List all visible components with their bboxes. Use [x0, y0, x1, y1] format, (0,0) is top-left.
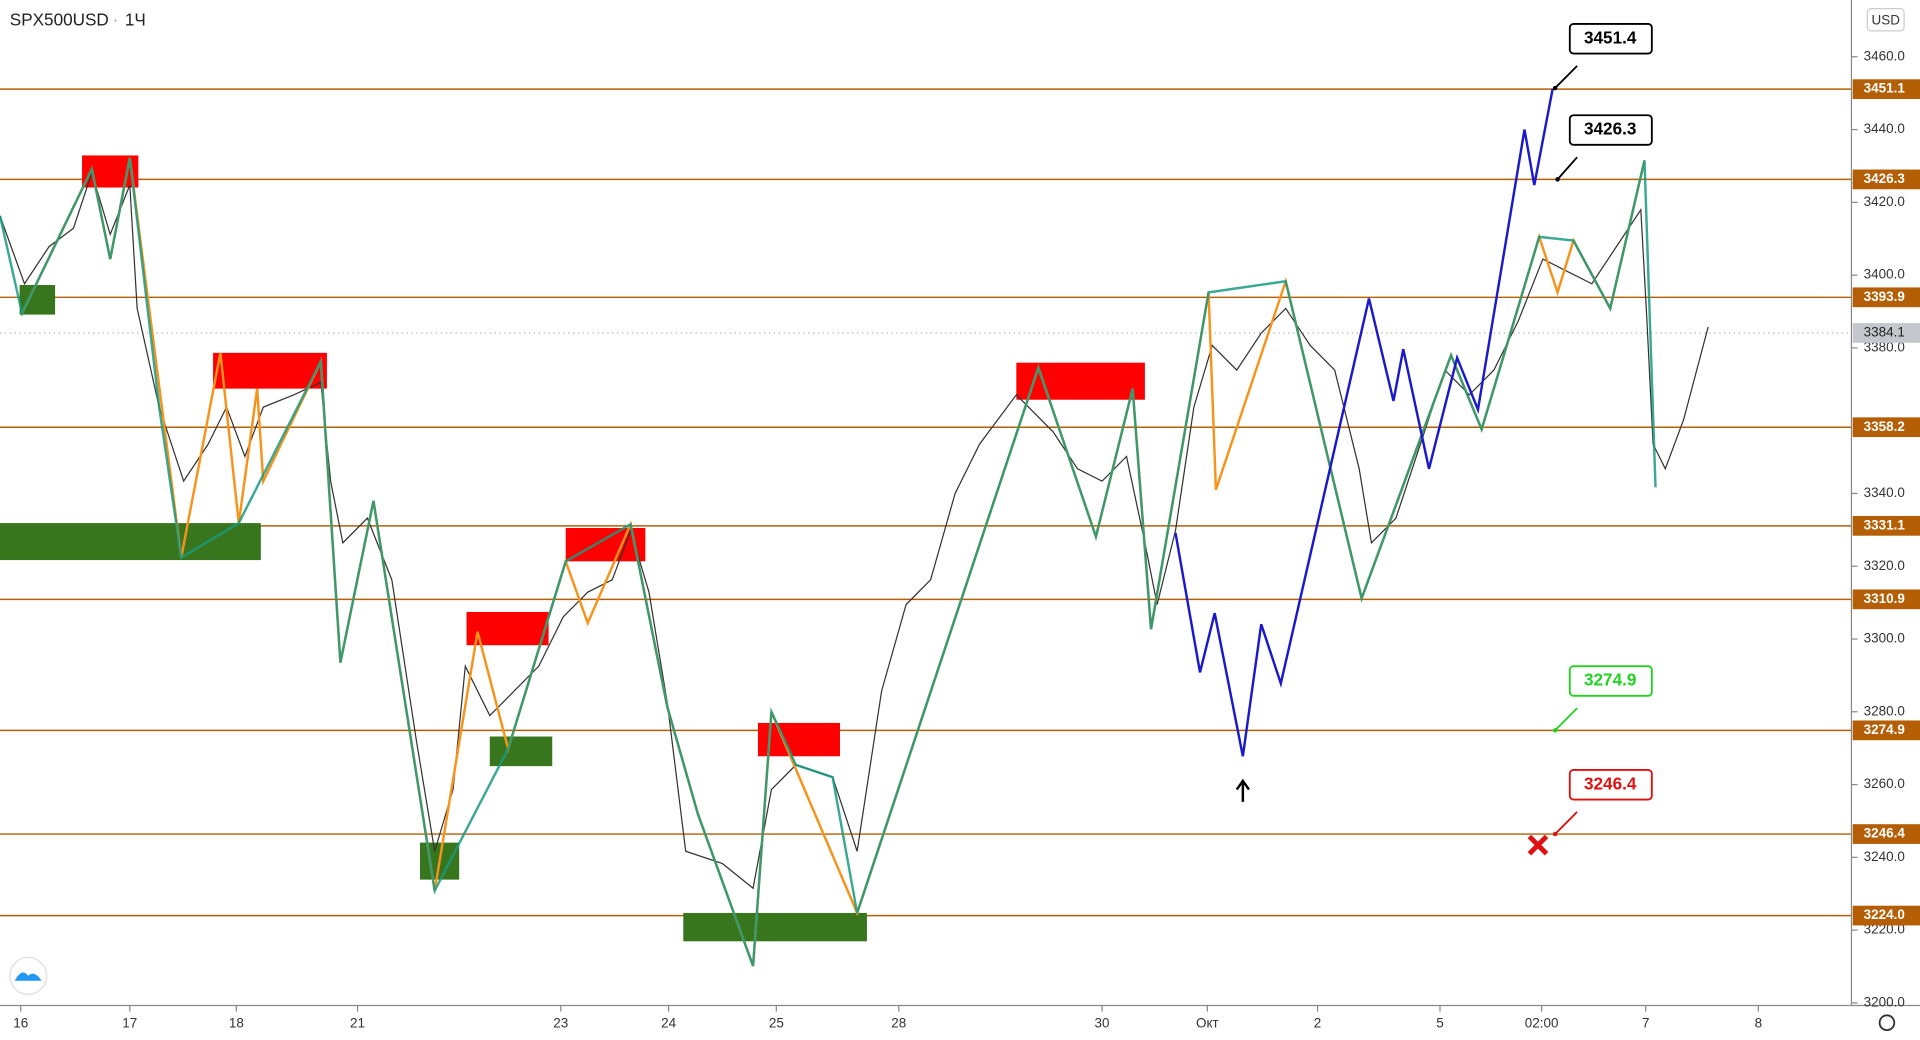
- interval[interactable]: 1Ч: [125, 9, 146, 29]
- zone: [683, 912, 867, 942]
- cross-mark: [1527, 834, 1549, 856]
- y-tick-label: 3440.0: [1864, 121, 1905, 136]
- x-tick-label: 7: [1642, 1016, 1650, 1031]
- current-price-box: [1852, 323, 1920, 343]
- callout-anchor: [1552, 831, 1558, 837]
- x-tick-label: 16: [13, 1016, 28, 1031]
- separator: ·: [113, 9, 119, 29]
- level-label-box: [1852, 417, 1920, 438]
- callout-pointer: [1554, 811, 1578, 835]
- callout-box: [1568, 665, 1653, 697]
- level-label-box: [1852, 515, 1920, 536]
- y-axis: 3200.03220.03240.03260.03280.03300.03320…: [1851, 48, 1920, 1010]
- level-label: 3224.0: [1864, 907, 1905, 922]
- supply-zones: [82, 155, 1145, 757]
- arrow-up: [1235, 778, 1250, 802]
- level-label-box: [1852, 720, 1920, 741]
- x-tick-label: 17: [122, 1016, 137, 1031]
- level-label: 3310.9: [1864, 591, 1906, 606]
- y-tick-label: 3380.0: [1864, 339, 1905, 354]
- y-tick-label: 3300.0: [1864, 631, 1905, 646]
- y-tick-label: 3240.0: [1864, 849, 1905, 864]
- y-tick-label: 3280.0: [1864, 703, 1905, 718]
- x-tick-label: 02:00: [1525, 1016, 1559, 1031]
- y-tick-label: 3460.0: [1864, 48, 1905, 63]
- x-axis: 16 17 18 21 23 24 25 28 30 Окт 2 5 02:00 7 8: [13, 1005, 1763, 1031]
- zone: [19, 284, 56, 315]
- logo-shape: [14, 972, 42, 981]
- projection-path: [1174, 88, 1554, 757]
- x-tick-label: 2: [1314, 1016, 1322, 1031]
- level-label: 3274.9: [1864, 722, 1906, 737]
- y-tick-label: 3340.0: [1864, 485, 1905, 500]
- settings-icon[interactable]: [1878, 1014, 1896, 1032]
- x-tick-label: 5: [1436, 1016, 1444, 1031]
- x-tick-label: 25: [769, 1016, 784, 1031]
- y-tick-label: 3200.0: [1864, 994, 1905, 1009]
- level-label-box: [1852, 589, 1920, 610]
- callout-label: 3246.4: [1584, 773, 1637, 793]
- zone: [489, 736, 553, 767]
- level-label-box: [1852, 905, 1920, 926]
- x-tick-label: 28: [891, 1016, 906, 1031]
- zone: [1016, 362, 1145, 400]
- level-label: 3358.2: [1864, 419, 1905, 434]
- zones: [0, 155, 1145, 942]
- currency-button[interactable]: [1866, 8, 1905, 32]
- levels: [0, 88, 1852, 917]
- zone: [757, 722, 840, 757]
- callouts: 3451.4 3426.3 3274.9 3246.4: [1552, 22, 1653, 837]
- y-tick-label: 3320.0: [1864, 558, 1905, 573]
- level-label-box: [1852, 287, 1920, 308]
- callout-box: [1568, 114, 1653, 146]
- callout-anchor: [1552, 728, 1558, 733]
- demand-zones: [0, 284, 867, 942]
- callout-box: [1568, 768, 1653, 801]
- callout-box: [1568, 22, 1653, 55]
- x-tick-label: 21: [350, 1016, 365, 1031]
- symbol: SPX500USD: [10, 9, 109, 29]
- y-tick-label: 3400.0: [1864, 267, 1905, 282]
- zigzag-teal: [0, 157, 1657, 967]
- callout-pointer: [1556, 156, 1578, 181]
- x-tick-label: Окт: [1196, 1016, 1219, 1031]
- current-price-label: 3384.1: [1864, 325, 1905, 340]
- zone: [213, 352, 327, 389]
- callout-anchor: [1555, 177, 1560, 182]
- level-label: 3426.3: [1864, 171, 1906, 186]
- callout-label: 3274.9: [1584, 670, 1636, 690]
- y-tick-label: 3420.0: [1864, 194, 1905, 209]
- level-label-box: [1852, 824, 1920, 844]
- level-label: 3451.1: [1864, 81, 1906, 96]
- level-label: 3393.9: [1864, 289, 1906, 304]
- price-line: [0, 170, 1709, 890]
- callout-label: 3451.4: [1584, 27, 1637, 47]
- y-tick-label: 3260.0: [1864, 776, 1905, 791]
- level-label: 3331.1: [1864, 517, 1906, 532]
- currency[interactable]: USD: [1871, 13, 1900, 28]
- level-label-box: [1852, 79, 1920, 100]
- x-tick-label: 24: [661, 1016, 676, 1031]
- zone: [0, 523, 261, 561]
- x-tick-label: 30: [1095, 1016, 1110, 1031]
- level-label-box: [1852, 169, 1920, 190]
- callout-label: 3426.3: [1584, 119, 1636, 139]
- x-tick-label: 23: [553, 1016, 568, 1031]
- x-tick-label: 18: [229, 1016, 244, 1031]
- x-tick-label: 8: [1755, 1016, 1763, 1031]
- level-label: 3246.4: [1864, 826, 1906, 841]
- callout-pointer: [1554, 65, 1578, 89]
- callout-pointer: [1554, 707, 1578, 732]
- callout-anchor: [1552, 85, 1558, 91]
